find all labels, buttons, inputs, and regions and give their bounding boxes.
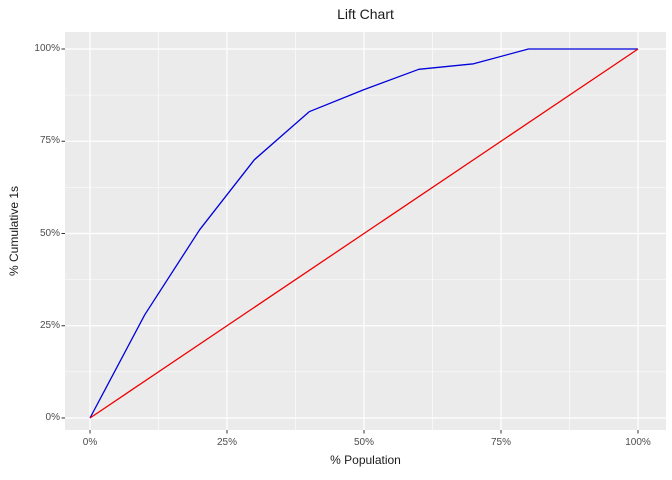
y-tick-label: 25% [39, 319, 60, 331]
x-axis-title: % Population [330, 453, 401, 467]
y-tick-label: 50% [39, 227, 60, 239]
x-tick-label: 75% [490, 437, 511, 448]
series-line-random-baseline [89, 48, 639, 419]
chart-title: Lift Chart [337, 6, 394, 22]
y-tick-label: 75% [39, 135, 60, 147]
y-axis-title: % Cumulative 1s [7, 185, 21, 277]
y-tick-label: 0% [45, 412, 60, 423]
panel-background [65, 32, 666, 430]
x-tick-label: 0% [82, 437, 98, 448]
x-tick-label: 25% [216, 437, 237, 448]
x-tick-label: 100% [625, 437, 651, 448]
x-tick-label: 50% [353, 437, 374, 448]
series-line-lift-curve [89, 48, 638, 419]
y-tick-label: 100% [34, 43, 60, 54]
